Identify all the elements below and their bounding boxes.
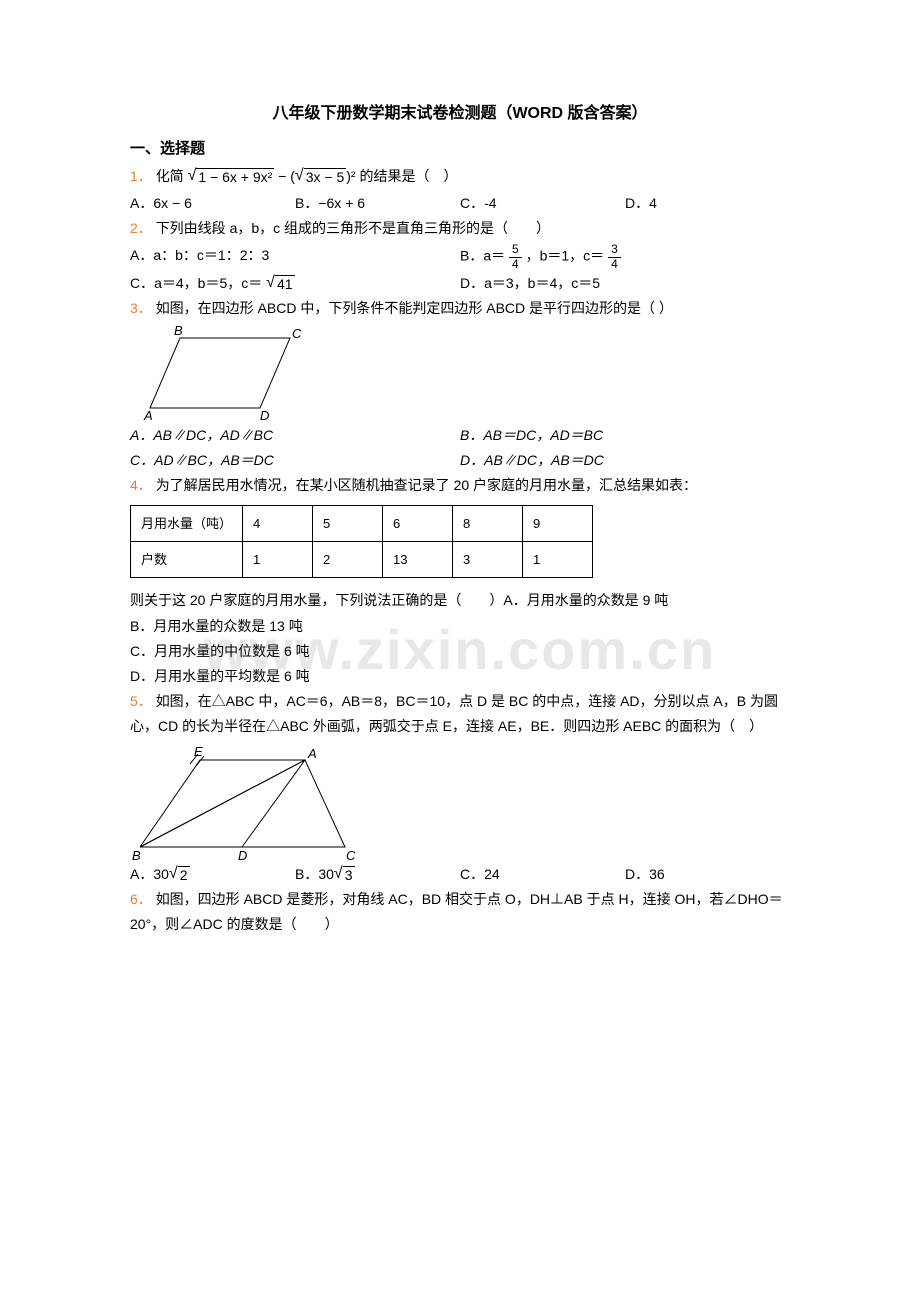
q3-num: 3． [130, 300, 152, 316]
q5-opt-c: C．24 [460, 862, 625, 887]
cell: 9 [523, 505, 593, 541]
q2-options-row1: A．a：b：c＝1：2：3 B．a＝ 54 ，b＝1，c＝ 34 [130, 243, 790, 270]
question-2: 2． 下列由线段 a，b，c 组成的三角形不是直角三角形的是（ ） [130, 216, 790, 241]
q1-opt-a: A．6x − 6 [130, 191, 295, 216]
q3-label-b: B [174, 323, 183, 338]
doc-title: 八年级下册数学期末试卷检测题（WORD 版含答案） [130, 100, 790, 129]
q5-label-c: C [346, 848, 356, 862]
q2-opt-b: B．a＝ 54 ，b＝1，c＝ 34 [460, 243, 790, 270]
sqrt-icon: √3x − 5 [295, 168, 346, 186]
q6-stem: 如图，四边形 ABCD 是菱形，对角线 AC，BD 相交于点 O，DH⊥AB 于… [130, 891, 783, 932]
q4-opt-b: B．月用水量的众数是 13 吨 [130, 614, 790, 639]
q4-num: 4． [130, 477, 152, 493]
q2-opt-a: A．a：b：c＝1：2：3 [130, 243, 460, 270]
q5-num: 5． [130, 693, 152, 709]
q1-rad2: 3x − 5 [304, 168, 347, 186]
question-6: 6． 如图，四边形 ABCD 是菱形，对角线 AC，BD 相交于点 O，DH⊥A… [130, 887, 790, 937]
q3-opt-d: D．AB∥DC，AB＝DC [460, 448, 790, 473]
sqrt-icon: √1 − 6x + 9x² [188, 168, 275, 186]
q5-a-rad: 2 [178, 866, 190, 884]
q2-b-f1d: 4 [509, 258, 522, 271]
q4-stem: 为了解居民用水情况，在某小区随机抽查记录了 20 户家庭的月用水量，汇总结果如表… [156, 477, 697, 493]
q5-b-pre: B．30 [295, 866, 334, 882]
cell: 4 [243, 505, 313, 541]
q5-label-a: A [307, 746, 317, 761]
q2-b-f2n: 3 [608, 243, 621, 257]
q5-label-d: D [238, 848, 247, 862]
q5-opt-d: D．36 [625, 862, 790, 887]
q2-num: 2． [130, 220, 152, 236]
cell: 户数 [131, 542, 243, 578]
q2-b-f1n: 5 [509, 243, 522, 257]
q2-b-f2d: 4 [608, 258, 621, 271]
table-row: 户数 1 2 13 3 1 [131, 542, 593, 578]
q3-opt-a: A．AB∥DC，AD∥BC [130, 423, 460, 448]
section-heading: 一、选择题 [130, 135, 790, 162]
q1-num: 1． [130, 168, 152, 184]
q3-figure: A B C D [130, 323, 310, 423]
sqrt-icon: √3 [334, 866, 355, 884]
q1-stem-a: 化简 [156, 168, 184, 184]
question-4: 4． 为了解居民用水情况，在某小区随机抽查记录了 20 户家庭的月用水量，汇总结… [130, 473, 790, 498]
q4-line1: 则关于这 20 户家庭的月用水量，下列说法正确的是（ ）A．月用水量的众数是 9… [130, 588, 790, 613]
q3-options-row2: C．AD∥BC，AB＝DC D．AB∥DC，AB＝DC [130, 448, 790, 473]
question-3: 3． 如图，在四边形 ABCD 中，下列条件不能判定四边形 ABCD 是平行四边… [130, 296, 790, 321]
q5-a-pre: A．30 [130, 866, 169, 882]
q1-options: A．6x − 6 B．−6x + 6 C．-4 D．4 [130, 191, 790, 216]
q1-mid: − ( [278, 168, 295, 184]
q1-opt-d: D．4 [625, 191, 790, 216]
q3-label-c: C [292, 326, 302, 341]
q3-stem: 如图，在四边形 ABCD 中，下列条件不能判定四边形 ABCD 是平行四边形的是… [156, 300, 673, 316]
table-row: 月用水量（吨） 4 5 6 8 9 [131, 505, 593, 541]
q2-c-pre: C．a＝4，b＝5，c＝ [130, 275, 262, 291]
q5-label-b: B [132, 848, 141, 862]
q5-b-rad: 3 [343, 866, 355, 884]
cell: 6 [383, 505, 453, 541]
cell: 13 [383, 542, 453, 578]
q5-options: A．30√2 B．30√3 C．24 D．36 [130, 862, 790, 887]
q4-opt-d: D．月用水量的平均数是 6 吨 [130, 664, 790, 689]
q5-label-e: E [194, 744, 203, 759]
q2-b-pre: B．a＝ [460, 248, 505, 264]
cell: 2 [313, 542, 383, 578]
q2-options-row2: C．a＝4，b＝5，c＝ √41 D．a＝3，b＝4，c＝5 [130, 271, 790, 296]
q3-options-row1: A．AB∥DC，AD∥BC B．AB＝DC，AD＝BC [130, 423, 790, 448]
cell: 5 [313, 505, 383, 541]
cell: 3 [453, 542, 523, 578]
q5-figure: E A B C D [130, 742, 360, 862]
q1-opt-b: B．−6x + 6 [295, 191, 460, 216]
q3-opt-c: C．AD∥BC，AB＝DC [130, 448, 460, 473]
q5-stem: 如图，在△ABC 中，AC＝6，AB＝8，BC＝10，点 D 是 BC 的中点，… [130, 693, 778, 734]
q4-table: 月用水量（吨） 4 5 6 8 9 户数 1 2 13 3 1 [130, 505, 593, 579]
question-1: 1． 化简 √1 − 6x + 9x² − (√3x − 5)² 的结果是（ ） [130, 164, 790, 189]
q6-num: 6． [130, 891, 152, 907]
q2-opt-c: C．a＝4，b＝5，c＝ √41 [130, 271, 460, 296]
fraction-icon: 34 [608, 243, 621, 270]
page-content: 八年级下册数学期末试卷检测题（WORD 版含答案） 一、选择题 1． 化简 √1… [130, 100, 790, 937]
q3-label-a: A [143, 408, 153, 423]
q5-opt-a: A．30√2 [130, 862, 295, 887]
q2-c-rad: 41 [275, 275, 295, 293]
question-5: 5． 如图，在△ABC 中，AC＝6，AB＝8，BC＝10，点 D 是 BC 的… [130, 689, 790, 739]
q1-rad1: 1 − 6x + 9x² [196, 168, 274, 186]
q2-stem: 下列由线段 a，b，c 组成的三角形不是直角三角形的是（ ） [156, 220, 550, 236]
cell: 月用水量（吨） [131, 505, 243, 541]
q3-opt-b: B．AB＝DC，AD＝BC [460, 423, 790, 448]
q2-b-mid: ，b＝1，c＝ [526, 248, 605, 264]
cell: 8 [453, 505, 523, 541]
q2-opt-d: D．a＝3，b＝4，c＝5 [460, 271, 790, 296]
q1-opt-c: C．-4 [460, 191, 625, 216]
cell: 1 [523, 542, 593, 578]
sqrt-icon: √41 [266, 275, 294, 293]
q1-tail: )² 的结果是（ ） [346, 168, 457, 184]
q5-opt-b: B．30√3 [295, 862, 460, 887]
sqrt-icon: √2 [169, 866, 190, 884]
q4-opt-c: C．月用水量的中位数是 6 吨 [130, 639, 790, 664]
cell: 1 [243, 542, 313, 578]
fraction-icon: 54 [509, 243, 522, 270]
q3-label-d: D [260, 408, 269, 423]
